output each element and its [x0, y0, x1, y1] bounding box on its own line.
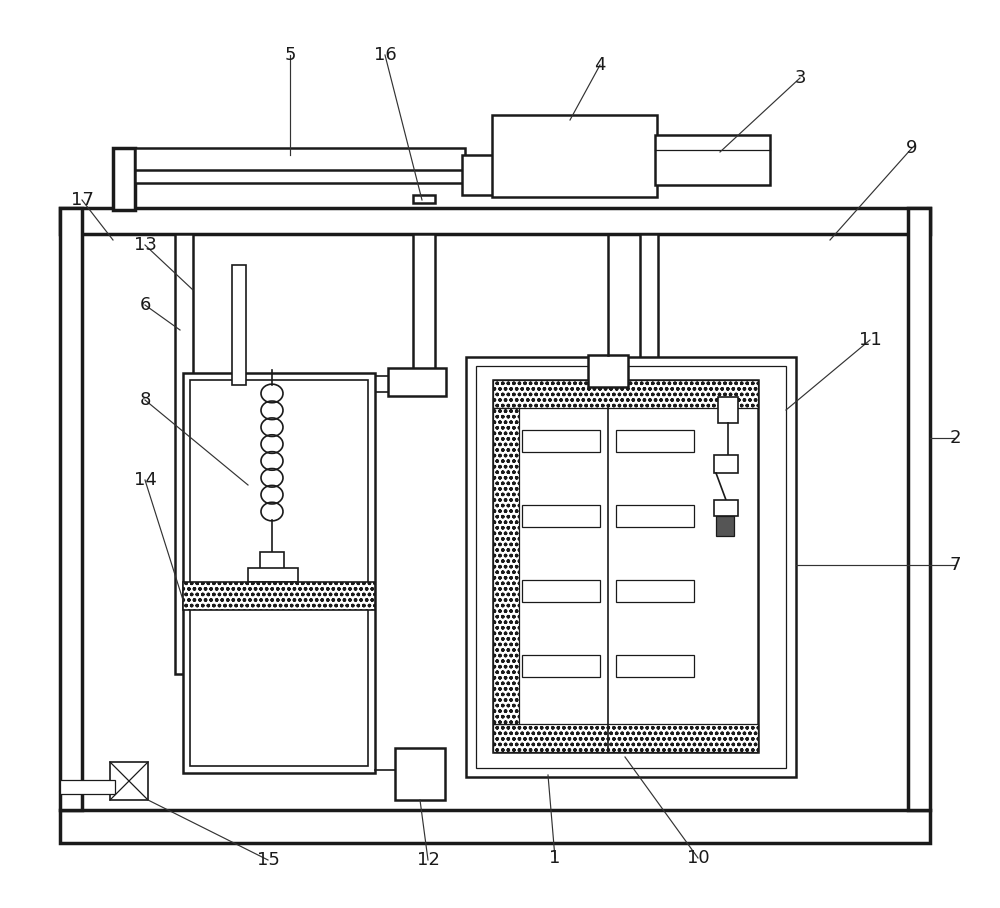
Text: 10: 10 — [687, 849, 709, 867]
Bar — [522, 580, 600, 602]
Text: 11: 11 — [859, 331, 881, 349]
Bar — [616, 580, 694, 602]
Bar — [190, 380, 368, 766]
Bar — [476, 366, 786, 768]
Bar — [135, 148, 465, 170]
Bar — [175, 234, 193, 674]
Bar — [655, 135, 770, 185]
Text: 15: 15 — [257, 851, 279, 869]
Bar — [640, 234, 658, 674]
Bar — [413, 234, 435, 379]
Text: 3: 3 — [794, 69, 806, 87]
Bar — [60, 208, 82, 810]
Bar — [493, 380, 758, 408]
Text: 8: 8 — [139, 391, 151, 409]
Bar — [493, 380, 758, 752]
Bar — [113, 148, 135, 210]
Text: 2: 2 — [949, 429, 961, 447]
Text: 1: 1 — [549, 849, 561, 867]
Bar — [493, 408, 519, 724]
Bar — [413, 195, 435, 203]
Text: 17: 17 — [71, 191, 93, 209]
Text: 14: 14 — [134, 471, 156, 489]
Text: 5: 5 — [284, 46, 296, 64]
Bar — [466, 357, 796, 777]
Bar — [135, 168, 465, 183]
Bar — [60, 208, 930, 234]
Bar — [395, 748, 445, 800]
Text: 6: 6 — [139, 296, 151, 314]
Text: 4: 4 — [594, 56, 606, 74]
Bar — [522, 505, 600, 527]
Bar — [60, 810, 930, 843]
Bar — [908, 208, 930, 810]
Bar — [248, 568, 298, 582]
Bar — [183, 373, 375, 773]
Bar — [462, 155, 497, 195]
Bar — [60, 780, 115, 794]
Bar — [616, 655, 694, 677]
Text: 7: 7 — [949, 556, 961, 574]
Bar — [260, 552, 284, 572]
Text: 16: 16 — [374, 46, 396, 64]
Bar — [388, 368, 446, 396]
Text: 12: 12 — [417, 851, 439, 869]
Bar — [714, 500, 738, 516]
Bar — [716, 516, 734, 536]
Text: 13: 13 — [134, 236, 156, 254]
Bar — [110, 762, 148, 800]
Bar — [616, 430, 694, 452]
Bar — [493, 724, 758, 752]
Bar — [522, 430, 600, 452]
Bar — [714, 455, 738, 473]
Bar — [616, 505, 694, 527]
Bar — [492, 115, 657, 197]
Bar — [718, 397, 738, 423]
Bar — [588, 355, 628, 387]
Bar — [232, 265, 246, 385]
Text: 9: 9 — [906, 139, 918, 157]
Bar — [183, 582, 375, 610]
Bar — [522, 655, 600, 677]
